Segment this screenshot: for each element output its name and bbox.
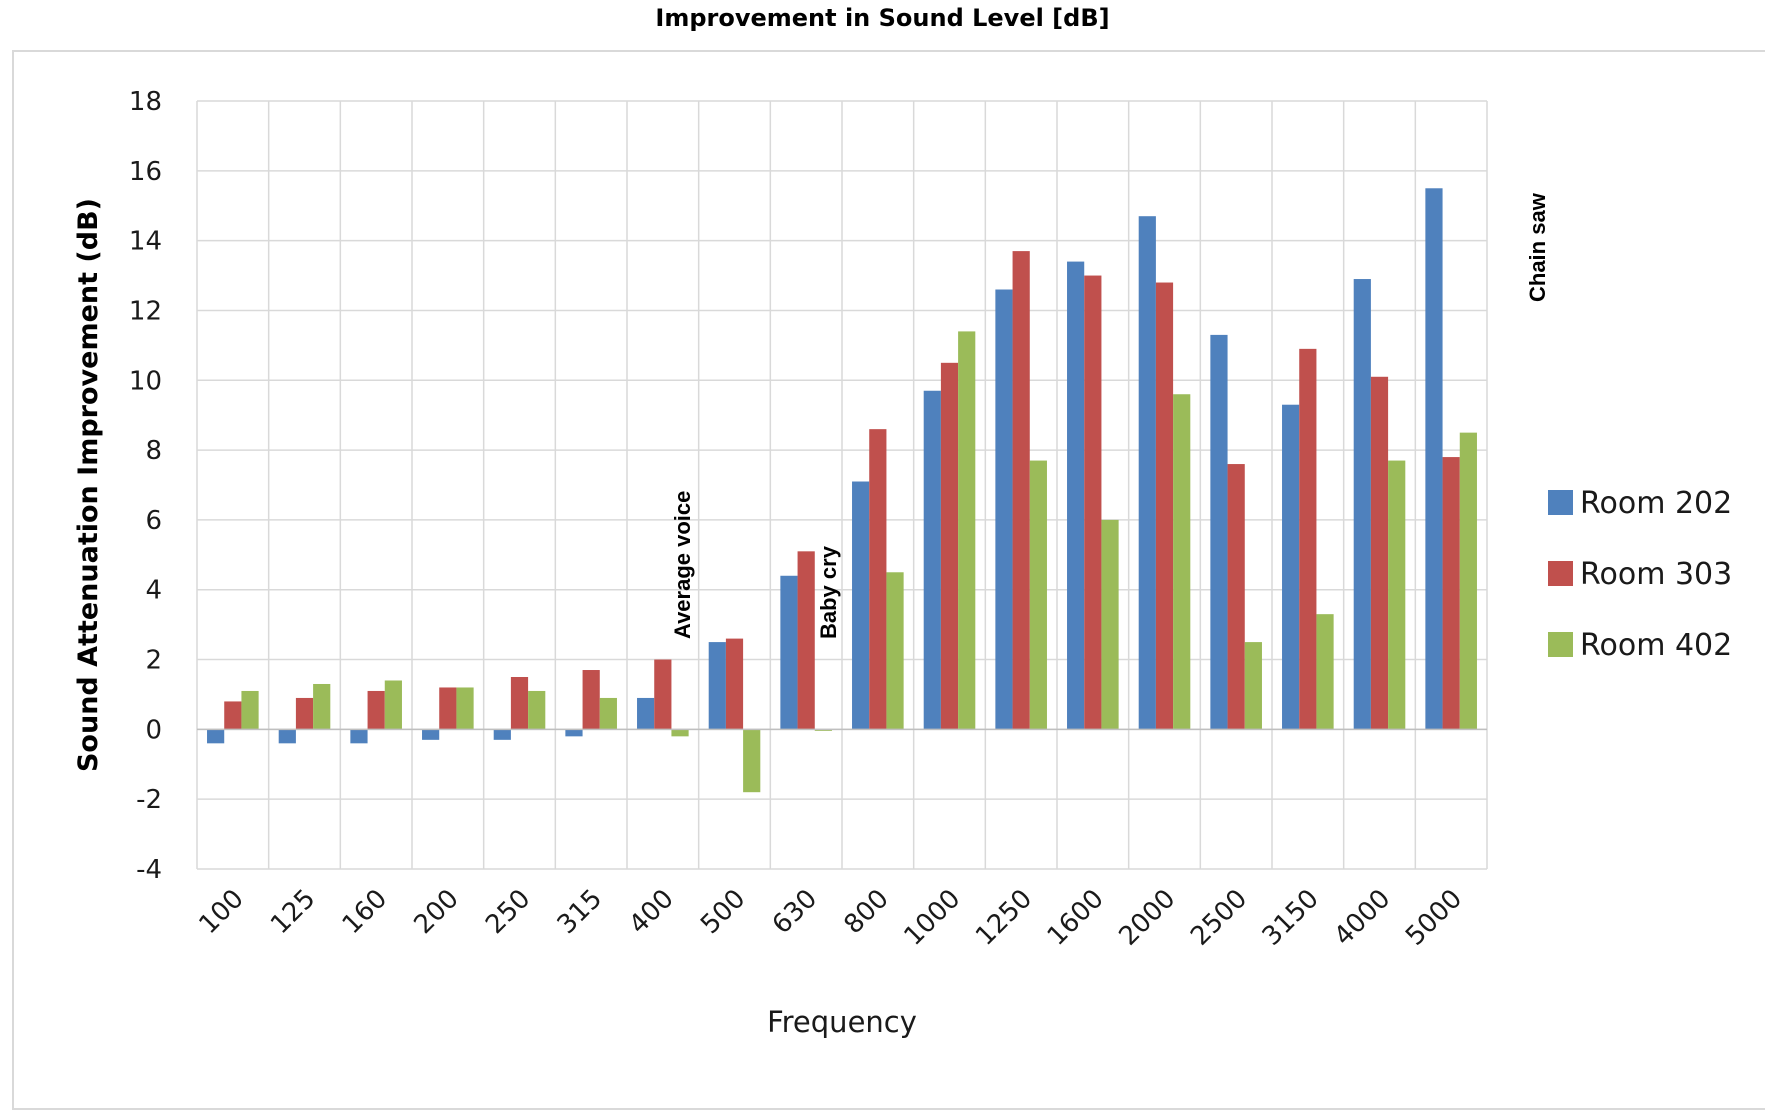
bar-room-202-125 bbox=[278, 729, 296, 744]
bar-room-402-1000 bbox=[958, 331, 976, 730]
bar-room-202-315 bbox=[565, 729, 583, 737]
bar-room-303-1600 bbox=[1084, 275, 1102, 730]
bar-room-303-160 bbox=[367, 690, 385, 730]
bar-room-303-2500 bbox=[1227, 464, 1245, 730]
bar-room-303-500 bbox=[725, 638, 744, 730]
bar-room-402-100 bbox=[241, 690, 259, 730]
y-tick-label: 10 bbox=[129, 366, 162, 396]
bar-room-402-400 bbox=[671, 729, 689, 737]
bar-room-303-1250 bbox=[1012, 251, 1030, 730]
bar-room-402-125 bbox=[313, 683, 331, 730]
x-tick-label: 100 bbox=[193, 884, 249, 940]
y-axis-title: Sound Attenuation Improvement (dB) bbox=[73, 198, 104, 772]
x-tick-label: 315 bbox=[552, 884, 608, 940]
bar-room-202-800 bbox=[852, 481, 870, 730]
bar-room-303-400 bbox=[654, 659, 672, 730]
x-tick-label: 2500 bbox=[1185, 884, 1253, 952]
x-tick-label: 630 bbox=[767, 884, 823, 940]
bar-room-303-200 bbox=[439, 687, 457, 730]
x-tick-label: 4000 bbox=[1328, 884, 1396, 952]
y-tick-label: 14 bbox=[129, 227, 162, 257]
bar-room-202-2000 bbox=[1138, 216, 1156, 730]
x-tick-label: 1250 bbox=[970, 884, 1038, 952]
bar-room-202-1600 bbox=[1067, 261, 1085, 730]
y-tick-label: -4 bbox=[136, 855, 162, 885]
bar-room-303-1000 bbox=[940, 362, 959, 730]
bar-room-303-2000 bbox=[1155, 282, 1174, 730]
bar-room-202-5000 bbox=[1425, 188, 1443, 730]
x-tick-label: 2000 bbox=[1113, 884, 1181, 952]
bar-room-402-2500 bbox=[1244, 642, 1262, 730]
bar-room-202-500 bbox=[708, 642, 726, 730]
bar-room-202-1250 bbox=[995, 289, 1013, 730]
x-tick-label: 125 bbox=[265, 884, 321, 940]
bar-room-303-5000 bbox=[1442, 457, 1460, 730]
legend-label-room-402: Room 402 bbox=[1580, 628, 1732, 663]
y-tick-label: 6 bbox=[145, 506, 162, 536]
x-tick-label: 500 bbox=[695, 884, 751, 940]
bar-room-303-100 bbox=[224, 701, 242, 730]
bar-room-202-630 bbox=[780, 575, 798, 730]
x-tick-label: 250 bbox=[480, 884, 536, 940]
x-tick-label: 400 bbox=[623, 884, 679, 940]
bar-room-402-200 bbox=[456, 687, 474, 730]
y-tick-label: 18 bbox=[129, 87, 162, 117]
bar-room-402-4000 bbox=[1388, 460, 1406, 730]
bar-room-402-1600 bbox=[1101, 519, 1119, 730]
x-tick-label: 1000 bbox=[898, 884, 966, 952]
bar-room-402-315 bbox=[599, 697, 617, 730]
bar-room-402-500 bbox=[743, 729, 761, 793]
bar-room-402-800 bbox=[886, 572, 904, 730]
bar-room-402-3150 bbox=[1316, 614, 1334, 730]
legend-swatch-room-303 bbox=[1548, 561, 1573, 586]
y-tick-label: 12 bbox=[129, 296, 162, 326]
y-tick-label: 16 bbox=[129, 157, 162, 187]
bar-room-303-630 bbox=[797, 551, 815, 730]
y-tick-label: 0 bbox=[145, 715, 162, 745]
bar-room-202-3150 bbox=[1282, 404, 1300, 730]
bar-room-202-160 bbox=[350, 729, 368, 744]
bar-room-402-5000 bbox=[1459, 432, 1477, 730]
bar-room-303-125 bbox=[295, 697, 314, 730]
bar-room-202-1000 bbox=[923, 390, 941, 730]
legend-label-room-303: Room 303 bbox=[1580, 557, 1732, 592]
y-tick-label: 8 bbox=[145, 436, 162, 466]
bar-room-303-4000 bbox=[1370, 376, 1389, 730]
x-tick-label: 1600 bbox=[1042, 884, 1110, 952]
bar-room-303-250 bbox=[510, 677, 529, 730]
legend-swatch-room-402 bbox=[1548, 632, 1573, 657]
annotation-5000: Chain saw bbox=[1525, 192, 1550, 302]
bar-room-202-2500 bbox=[1210, 334, 1228, 730]
x-tick-label: 5000 bbox=[1400, 884, 1468, 952]
bar-room-202-250 bbox=[493, 729, 511, 740]
bar-room-303-800 bbox=[869, 429, 887, 730]
y-tick-label: 2 bbox=[145, 646, 162, 676]
x-tick-label: 200 bbox=[408, 884, 464, 940]
x-tick-label: 800 bbox=[838, 884, 894, 940]
x-tick-label: 160 bbox=[337, 884, 393, 940]
bar-room-303-315 bbox=[582, 670, 600, 730]
annotation-630: Baby cry bbox=[816, 545, 841, 639]
legend-label-room-202: Room 202 bbox=[1580, 486, 1732, 521]
annotation-400: Average voice bbox=[670, 491, 695, 639]
bar-room-202-400 bbox=[637, 697, 655, 730]
x-tick-label: 3150 bbox=[1257, 884, 1325, 952]
bar-room-202-100 bbox=[207, 729, 225, 744]
y-tick-label: 4 bbox=[145, 576, 162, 606]
bar-room-202-200 bbox=[422, 729, 440, 740]
bar-room-303-3150 bbox=[1299, 348, 1317, 730]
legend-swatch-room-202 bbox=[1548, 490, 1573, 515]
bar-room-402-160 bbox=[384, 680, 402, 730]
y-tick-label: -2 bbox=[136, 785, 162, 815]
bar-room-402-2000 bbox=[1173, 394, 1191, 730]
x-axis-title: Frequency bbox=[767, 1005, 917, 1039]
chart-title: Improvement in Sound Level [dB] bbox=[655, 4, 1110, 32]
bar-room-202-4000 bbox=[1353, 279, 1371, 730]
bar-room-402-250 bbox=[528, 690, 546, 730]
bar-room-402-1250 bbox=[1029, 460, 1047, 730]
